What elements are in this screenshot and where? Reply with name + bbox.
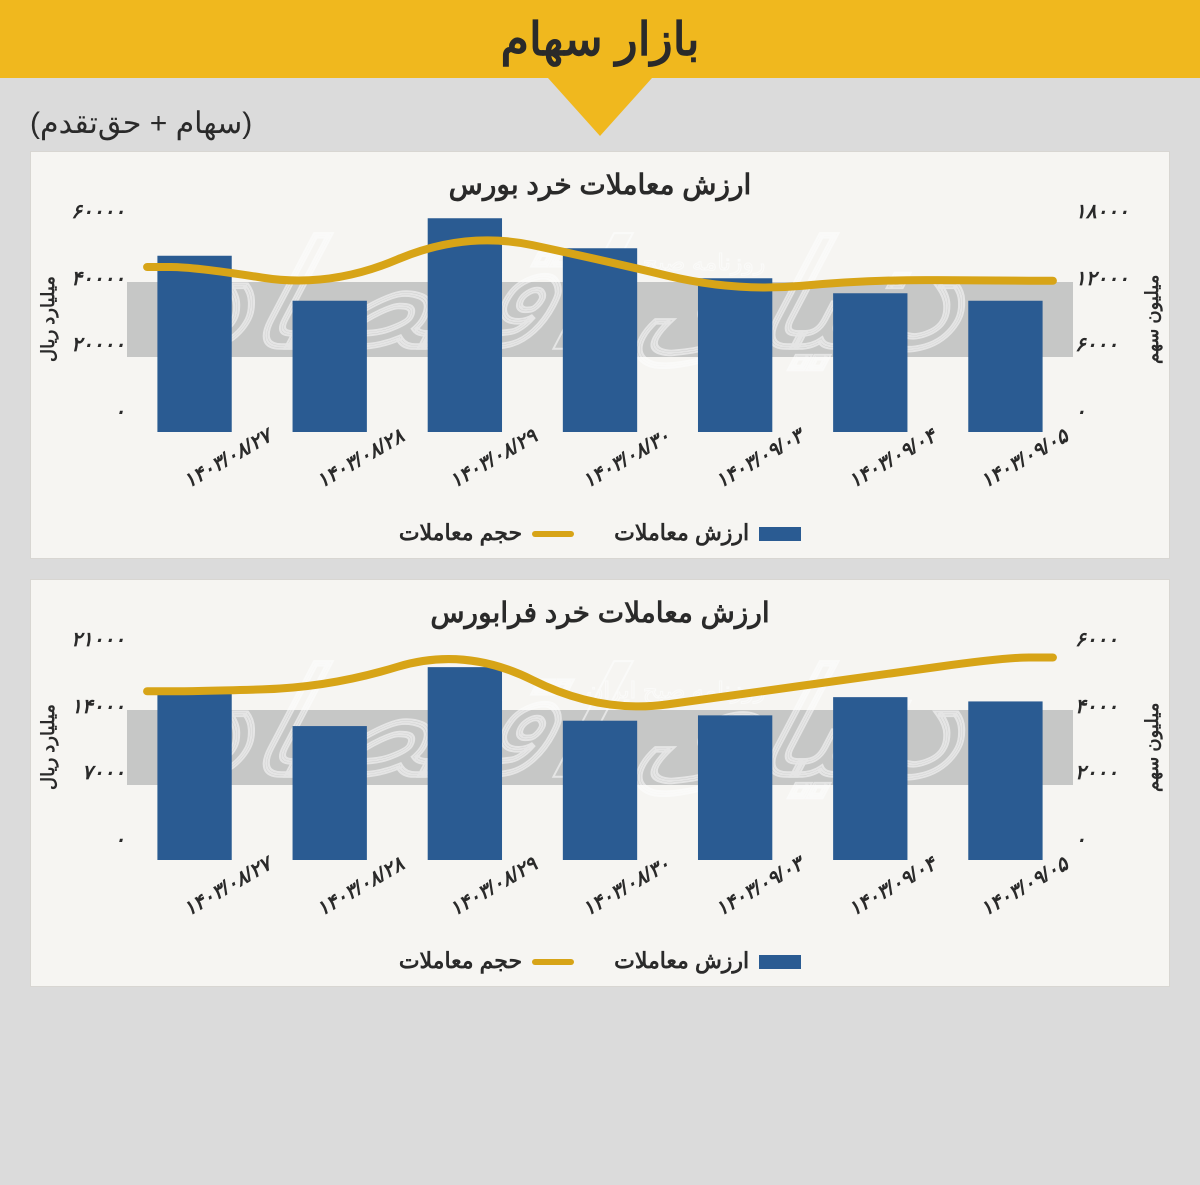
bar: [833, 697, 907, 860]
bar: [563, 248, 637, 432]
charts-container: ارزش معاملات خرد بورسمیلیارد ریال۶۰۰۰۰۴۰…: [0, 151, 1200, 987]
bar: [428, 667, 502, 860]
header-pointer-icon: [548, 78, 652, 136]
bar: [698, 715, 772, 860]
bar: [968, 301, 1042, 432]
y-left-axis-label: میلیارد ریال: [35, 635, 61, 860]
y-left-axis-label: میلیارد ریال: [35, 207, 61, 432]
bar: [293, 726, 367, 860]
y-right-axis-label: میلیون سهم: [1139, 207, 1165, 432]
chart-card: ارزش معاملات خرد فرابورس میلیارد ریال۲۱۰۰…: [30, 579, 1170, 987]
bar: [698, 278, 772, 432]
chart-title: ارزش معاملات خرد بورس: [35, 168, 1165, 201]
legend: ارزش معاملاتحجم معاملات: [35, 940, 1165, 980]
bar: [293, 301, 367, 432]
chart-title: ارزش معاملات خرد فرابورس: [35, 596, 1165, 629]
y-right-ticks: ۶۰۰۰۴۰۰۰۲۰۰۰۰: [1075, 635, 1137, 860]
bar: [968, 701, 1042, 860]
y-left-ticks: ۶۰۰۰۰۴۰۰۰۰۲۰۰۰۰۰: [63, 207, 125, 432]
page-title: بازار سهام: [500, 12, 699, 66]
chart-card: ارزش معاملات خرد بورس میلیارد ریال۶۰۰۰۰۴۰…: [30, 151, 1170, 559]
legend: ارزش معاملاتحجم معاملات: [35, 512, 1165, 552]
bar: [563, 721, 637, 860]
bar: [157, 694, 231, 860]
header-band: بازار سهام: [0, 0, 1200, 78]
y-right-ticks: ۱۸۰۰۰۱۲۰۰۰۶۰۰۰۰: [1075, 207, 1137, 432]
bar: [157, 256, 231, 432]
y-left-ticks: ۲۱۰۰۰۱۴۰۰۰۷۰۰۰۰: [63, 635, 125, 860]
y-right-axis-label: میلیون سهم: [1139, 635, 1165, 860]
plot-area: دنیای اقتصادروزنامه صبح ایران: [127, 635, 1073, 860]
x-ticks: ۱۴۰۳/۰۸/۲۷۱۴۰۳/۰۸/۲۸۱۴۰۳/۰۸/۲۹۱۴۰۳/۰۸/۳۰…: [135, 442, 1065, 512]
bar: [428, 218, 502, 432]
bar: [833, 293, 907, 432]
legend-bar: ارزش معاملات: [614, 948, 801, 974]
x-ticks: ۱۴۰۳/۰۸/۲۷۱۴۰۳/۰۸/۲۸۱۴۰۳/۰۸/۲۹۱۴۰۳/۰۸/۳۰…: [135, 870, 1065, 940]
plot-area: دنیای اقتصادروزنامه صبح ایران: [127, 207, 1073, 432]
legend-bar: ارزش معاملات: [614, 520, 801, 546]
subtitle: (سهام + حق‌تقدم): [30, 107, 252, 140]
